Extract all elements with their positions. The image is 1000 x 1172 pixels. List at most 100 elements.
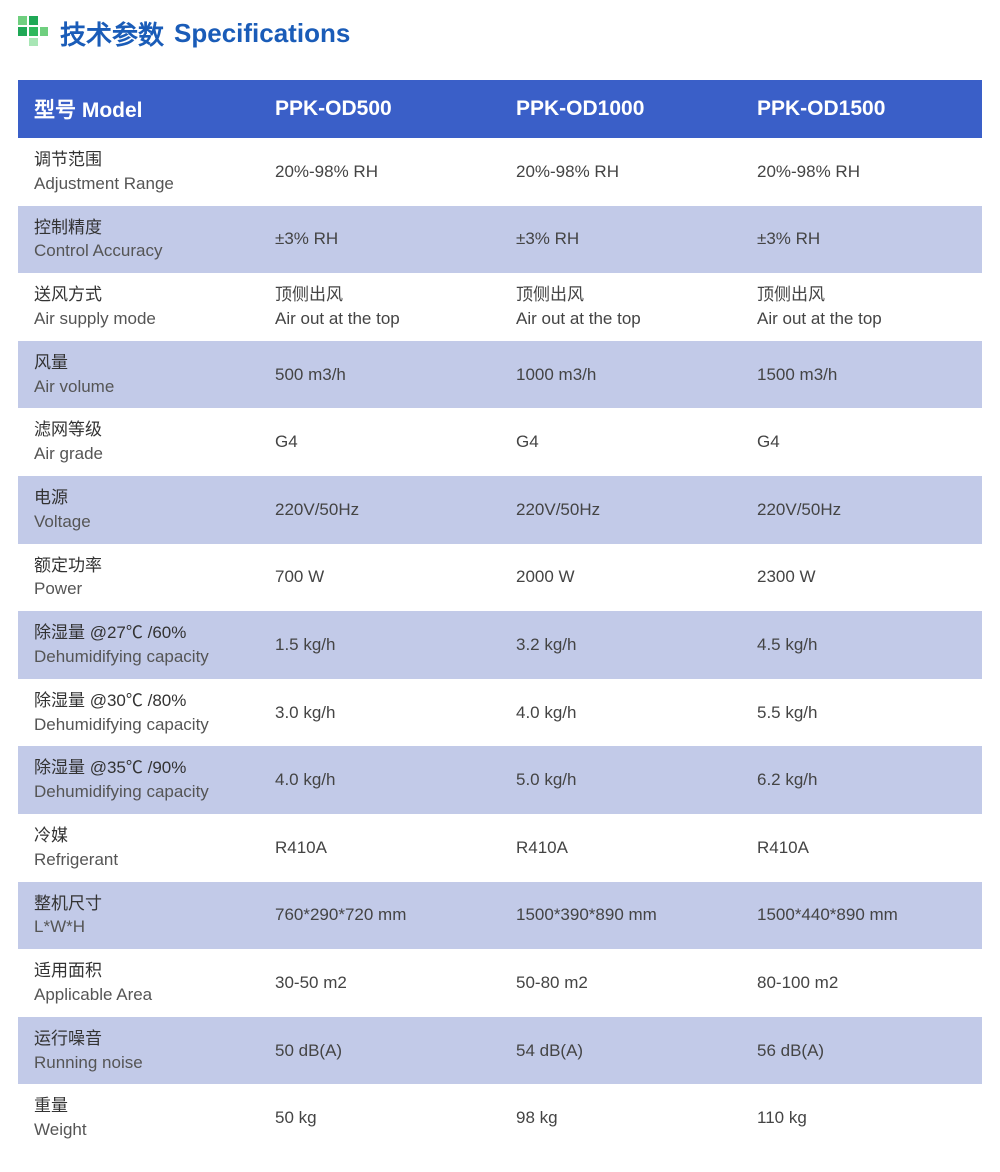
header-model-1: PPK-OD500 bbox=[259, 80, 500, 138]
row-label-en: Dehumidifying capacity bbox=[34, 780, 243, 804]
title-en: Specifications bbox=[174, 18, 350, 49]
value-cell: 顶侧出风Air out at the top bbox=[741, 273, 982, 341]
value-cell: 1.5 kg/h bbox=[259, 611, 500, 679]
table-row: 除湿量 @27℃ /60%Dehumidifying capacity 1.5 k… bbox=[18, 611, 982, 679]
value-cell: 20%-98% RH bbox=[259, 138, 500, 206]
row-label-cn: 适用面积 bbox=[34, 959, 243, 983]
table-row: 适用面积Applicable Area30-50 m250-80 m280-10… bbox=[18, 949, 982, 1017]
value-cell: G4 bbox=[500, 408, 741, 476]
row-label: 送风方式Air supply mode bbox=[18, 273, 259, 341]
row-label-cn: 控制精度 bbox=[34, 216, 243, 240]
row-label-cn: 电源 bbox=[34, 486, 243, 510]
row-label: 除湿量 @35℃ /90%Dehumidifying capacity bbox=[18, 746, 259, 814]
value-cell: 4.5 kg/h bbox=[741, 611, 982, 679]
value-cell: G4 bbox=[741, 408, 982, 476]
row-label-cn: 额定功率 bbox=[34, 554, 243, 578]
row-label: 电源Voltage bbox=[18, 476, 259, 544]
title-section: 技术参数 Specifications bbox=[18, 15, 982, 52]
row-label: 冷媒Refrigerant bbox=[18, 814, 259, 882]
value-cell: 顶侧出风Air out at the top bbox=[500, 273, 741, 341]
value-cell: 50 dB(A) bbox=[259, 1017, 500, 1085]
value-cn: 顶侧出风 bbox=[516, 283, 725, 307]
value-cell: ±3% RH bbox=[741, 206, 982, 274]
value-cell: 5.0 kg/h bbox=[500, 746, 741, 814]
row-label-en: L*W*H bbox=[34, 915, 243, 939]
row-label-en: Running noise bbox=[34, 1051, 243, 1075]
spec-sheet: 技术参数 Specifications 型号 Model PPK-OD500 P… bbox=[0, 0, 1000, 1172]
row-label-en: Power bbox=[34, 577, 243, 601]
row-label-en: Dehumidifying capacity bbox=[34, 645, 243, 669]
row-label-en: Air volume bbox=[34, 375, 243, 399]
value-cell: 80-100 m2 bbox=[741, 949, 982, 1017]
value-cell: ±3% RH bbox=[259, 206, 500, 274]
value-cell: 500 m3/h bbox=[259, 341, 500, 409]
row-label-en: Voltage bbox=[34, 510, 243, 534]
table-row: 除湿量 @30℃ /80%Dehumidifying capacity 3.0 k… bbox=[18, 679, 982, 747]
row-label-cn: 除湿量 @35℃ /90% bbox=[34, 756, 243, 780]
row-label: 适用面积Applicable Area bbox=[18, 949, 259, 1017]
value-cell: G4 bbox=[259, 408, 500, 476]
row-label: 控制精度Control Accuracy bbox=[18, 206, 259, 274]
row-label-en: Dehumidifying capacity bbox=[34, 713, 243, 737]
table-row: 冷媒RefrigerantR410AR410AR410A bbox=[18, 814, 982, 882]
spec-table: 型号 Model PPK-OD500 PPK-OD1000 PPK-OD1500… bbox=[18, 80, 982, 1152]
value-cell: 6.2 kg/h bbox=[741, 746, 982, 814]
table-row: 额定功率Power700 W2000 W2300 W bbox=[18, 544, 982, 612]
row-label-cn: 除湿量 @27℃ /60% bbox=[34, 621, 243, 645]
value-cell: 2000 W bbox=[500, 544, 741, 612]
row-label-cn: 冷媒 bbox=[34, 824, 243, 848]
table-row: 滤网等级Air gradeG4G4G4 bbox=[18, 408, 982, 476]
table-row: 控制精度Control Accuracy±3% RH±3% RH±3% RH bbox=[18, 206, 982, 274]
value-cell: 1500 m3/h bbox=[741, 341, 982, 409]
value-cell: 50-80 m2 bbox=[500, 949, 741, 1017]
value-cell: 2300 W bbox=[741, 544, 982, 612]
value-cell: 1000 m3/h bbox=[500, 341, 741, 409]
value-cell: 220V/50Hz bbox=[500, 476, 741, 544]
table-row: 重量Weight50 kg98 kg110 kg bbox=[18, 1084, 982, 1152]
table-row: 整机尺寸L*W*H760*290*720 mm1500*390*890 mm15… bbox=[18, 882, 982, 950]
row-label: 风量Air volume bbox=[18, 341, 259, 409]
row-label: 额定功率Power bbox=[18, 544, 259, 612]
value-cell: 4.0 kg/h bbox=[259, 746, 500, 814]
value-cell: 98 kg bbox=[500, 1084, 741, 1152]
row-label-en: Adjustment Range bbox=[34, 172, 243, 196]
table-row: 电源Voltage220V/50Hz220V/50Hz220V/50Hz bbox=[18, 476, 982, 544]
header-model-label: 型号 Model bbox=[18, 80, 259, 138]
row-label: 重量Weight bbox=[18, 1084, 259, 1152]
value-en: Air out at the top bbox=[516, 307, 725, 331]
value-cell: 3.2 kg/h bbox=[500, 611, 741, 679]
value-cell: 顶侧出风Air out at the top bbox=[259, 273, 500, 341]
row-label-en: Refrigerant bbox=[34, 848, 243, 872]
table-row: 风量Air volume500 m3/h1000 m3/h1500 m3/h bbox=[18, 341, 982, 409]
row-label-cn: 运行噪音 bbox=[34, 1027, 243, 1051]
value-cell: 3.0 kg/h bbox=[259, 679, 500, 747]
row-label-en: Air supply mode bbox=[34, 307, 243, 331]
header-model-3: PPK-OD1500 bbox=[741, 80, 982, 138]
value-cell: 220V/50Hz bbox=[741, 476, 982, 544]
value-cn: 顶侧出风 bbox=[275, 283, 484, 307]
value-cell: 54 dB(A) bbox=[500, 1017, 741, 1085]
value-cell: 1500*390*890 mm bbox=[500, 882, 741, 950]
header-model-2: PPK-OD1000 bbox=[500, 80, 741, 138]
row-label: 整机尺寸L*W*H bbox=[18, 882, 259, 950]
table-row: 送风方式Air supply mode顶侧出风Air out at the to… bbox=[18, 273, 982, 341]
row-label-en: Control Accuracy bbox=[34, 239, 243, 263]
table-header-row: 型号 Model PPK-OD500 PPK-OD1000 PPK-OD1500 bbox=[18, 80, 982, 138]
value-cell: 20%-98% RH bbox=[500, 138, 741, 206]
value-cell: 20%-98% RH bbox=[741, 138, 982, 206]
value-cell: 5.5 kg/h bbox=[741, 679, 982, 747]
row-label-cn: 除湿量 @30℃ /80% bbox=[34, 689, 243, 713]
row-label-en: Weight bbox=[34, 1118, 243, 1142]
value-cell: 220V/50Hz bbox=[259, 476, 500, 544]
value-en: Air out at the top bbox=[275, 307, 484, 331]
table-row: 运行噪音Running noise50 dB(A)54 dB(A)56 dB(A… bbox=[18, 1017, 982, 1085]
row-label-cn: 整机尺寸 bbox=[34, 892, 243, 916]
value-cell: 760*290*720 mm bbox=[259, 882, 500, 950]
title-cn: 技术参数 bbox=[60, 15, 164, 52]
row-label-cn: 风量 bbox=[34, 351, 243, 375]
value-cell: R410A bbox=[741, 814, 982, 882]
row-label: 运行噪音Running noise bbox=[18, 1017, 259, 1085]
row-label-cn: 重量 bbox=[34, 1094, 243, 1118]
row-label-en: Applicable Area bbox=[34, 983, 243, 1007]
row-label-cn: 调节范围 bbox=[34, 148, 243, 172]
